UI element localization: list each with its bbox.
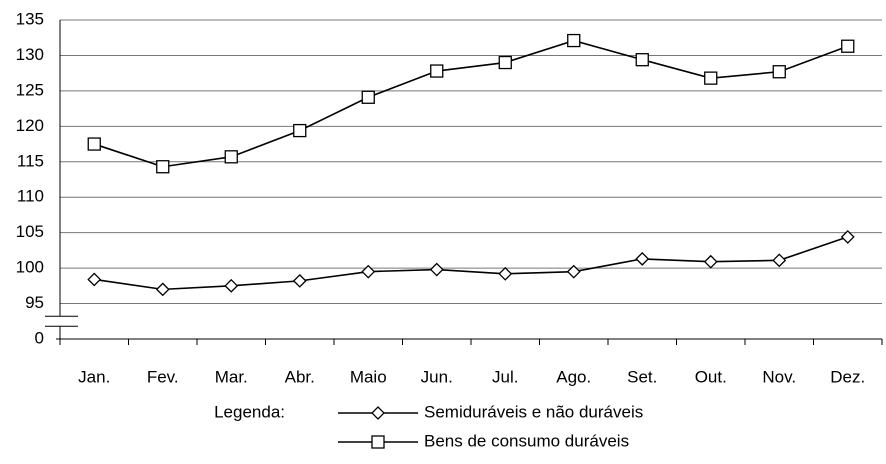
y-tick-label: 115 [17, 151, 44, 170]
point [841, 39, 855, 53]
point [772, 65, 786, 79]
point [156, 160, 170, 174]
y-tick-label: 125 [16, 80, 44, 99]
x-tick-label: Nov. [762, 367, 796, 386]
point [567, 33, 581, 48]
x-tick-label: Ago. [556, 367, 591, 386]
x-tick-label: Fev. [147, 367, 179, 386]
series-line [93, 39, 849, 168]
x-tick-label: Mar. [215, 367, 248, 386]
point [224, 150, 238, 164]
point [430, 64, 444, 78]
legend-marker [371, 435, 385, 449]
point [704, 71, 718, 85]
y-tick-label: 135 [16, 9, 44, 28]
point [292, 273, 307, 288]
x-tick-label: Jan. [78, 367, 110, 386]
x-tick-label: Set. [627, 367, 657, 386]
x-tick-label: Jun. [421, 367, 453, 386]
point [703, 254, 718, 269]
point [772, 253, 787, 268]
axis-break-gap [57, 316, 63, 327]
point [498, 55, 512, 70]
point [498, 266, 513, 281]
y-tick-label: 95 [25, 293, 44, 312]
point [224, 278, 239, 293]
point [87, 137, 101, 151]
point [293, 123, 307, 138]
y-tick-label: 100 [16, 258, 44, 277]
legend-title: Legenda: [214, 402, 285, 421]
point [840, 230, 855, 244]
x-tick-label: Maio [350, 367, 387, 386]
point [155, 282, 170, 297]
x-tick-label: Abr. [285, 367, 315, 386]
y-tick-label: 105 [16, 222, 44, 241]
point [361, 90, 375, 104]
x-tick-label: Dez. [830, 367, 865, 386]
point [429, 262, 444, 277]
x-tick-label: Out. [695, 367, 727, 386]
point [361, 264, 376, 279]
y-tick-label: 120 [16, 116, 44, 135]
point [566, 264, 581, 279]
y-tick-label: 110 [17, 187, 44, 206]
y-tick-label: 0 [35, 328, 44, 347]
point [87, 272, 102, 287]
y-tick-label: 130 [16, 45, 44, 64]
series-line [94, 236, 849, 291]
x-tick-label: Jul. [492, 367, 518, 386]
legend-marker [371, 406, 385, 420]
legend-label: Bens de consumo duráveis [424, 431, 629, 450]
legend-label: Semiduráveis e não duráveis [424, 402, 643, 421]
point [635, 53, 649, 67]
point [635, 251, 650, 266]
